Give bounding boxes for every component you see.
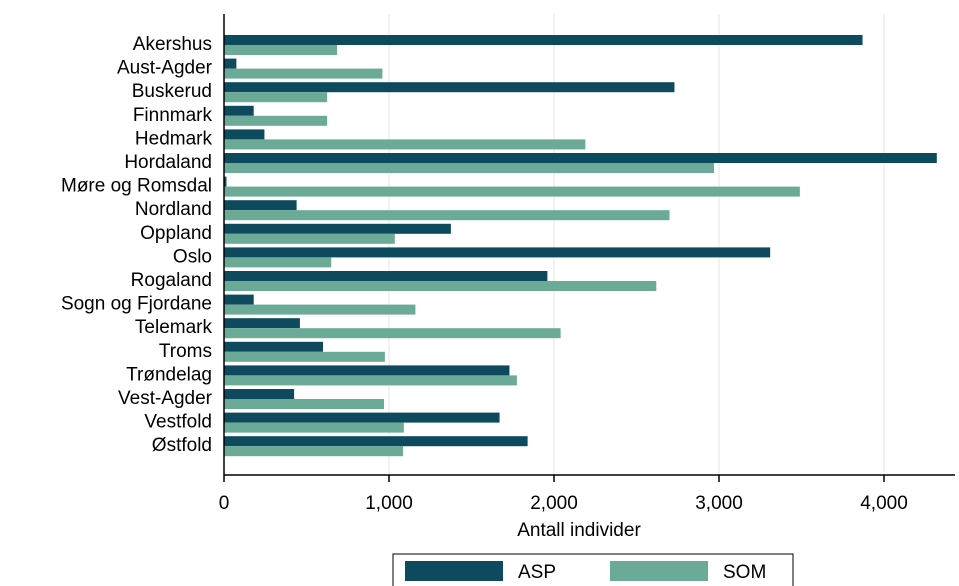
- bars: [224, 35, 937, 457]
- bar-asp: [224, 200, 297, 211]
- bar-asp: [224, 247, 771, 258]
- bar-som: [224, 281, 657, 291]
- bar-som: [224, 375, 517, 386]
- category-label: Oslo: [173, 246, 212, 267]
- legend-swatch-asp: [405, 561, 503, 581]
- bar-som: [224, 422, 404, 433]
- category-label: Nordland: [135, 199, 212, 220]
- category-label: Sogn og Fjordane: [61, 294, 212, 315]
- bar-som: [224, 257, 332, 268]
- bar-som: [224, 328, 561, 339]
- bar-som: [224, 351, 385, 362]
- bar-som: [224, 399, 385, 409]
- bar-som: [224, 139, 586, 150]
- bar-asp: [224, 365, 510, 376]
- bar-asp: [224, 129, 265, 140]
- category-label: Vestfold: [144, 412, 212, 433]
- bar-som: [224, 186, 800, 197]
- legend-swatch-som: [610, 561, 708, 581]
- bar-som: [224, 45, 338, 55]
- bar-som: [224, 233, 395, 244]
- bar-asp: [224, 176, 227, 187]
- bar-som: [224, 68, 383, 79]
- x-tick-label: 0: [219, 493, 230, 514]
- category-label: Østfold: [152, 435, 212, 456]
- bar-som: [224, 163, 715, 173]
- x-tick-label: 1,000: [365, 493, 413, 514]
- category-label: Vest-Agder: [118, 388, 213, 409]
- category-label: Troms: [159, 341, 212, 362]
- x-ticks: 0 1,000 2,000 3,000 4,000: [219, 475, 908, 514]
- bar-asp: [224, 412, 500, 423]
- legend-label-asp: ASP: [518, 562, 556, 583]
- bar-asp: [224, 153, 937, 163]
- bar-asp: [224, 58, 237, 69]
- bar-asp: [224, 341, 323, 352]
- x-axis-title: Antall individer: [517, 520, 641, 541]
- x-tick-label: 2,000: [530, 493, 578, 514]
- category-label: Rogaland: [131, 270, 212, 291]
- category-label: Hordaland: [124, 152, 212, 173]
- legend: ASP SOM: [392, 553, 794, 586]
- bar-som: [224, 304, 416, 315]
- category-label: Akershus: [133, 34, 212, 55]
- bar-som: [224, 92, 328, 103]
- category-label: Oppland: [140, 223, 212, 244]
- category-label: Finnmark: [133, 105, 213, 126]
- category-label: Telemark: [135, 317, 213, 338]
- category-label: Trøndelag: [126, 364, 212, 385]
- category-label: Aust-Agder: [117, 58, 213, 79]
- bar-asp: [224, 389, 295, 399]
- legend-label-som: SOM: [723, 562, 766, 583]
- bar-asp: [224, 82, 675, 93]
- x-tick-label: 3,000: [695, 493, 743, 514]
- bar-asp: [224, 35, 863, 45]
- bar-som: [224, 115, 328, 126]
- category-label: Hedmark: [135, 128, 213, 149]
- category-label: Møre og Romsdal: [61, 176, 212, 197]
- bar-asp: [224, 105, 254, 116]
- bar-asp: [224, 271, 548, 281]
- bar-asp: [224, 318, 300, 329]
- bar-asp: [224, 294, 254, 305]
- x-tick-label: 4,000: [860, 493, 908, 514]
- bar-asp: [224, 223, 451, 234]
- bar-som: [224, 446, 404, 457]
- category-label: Buskerud: [132, 81, 212, 102]
- bar-som: [224, 210, 670, 221]
- bar-asp: [224, 436, 528, 447]
